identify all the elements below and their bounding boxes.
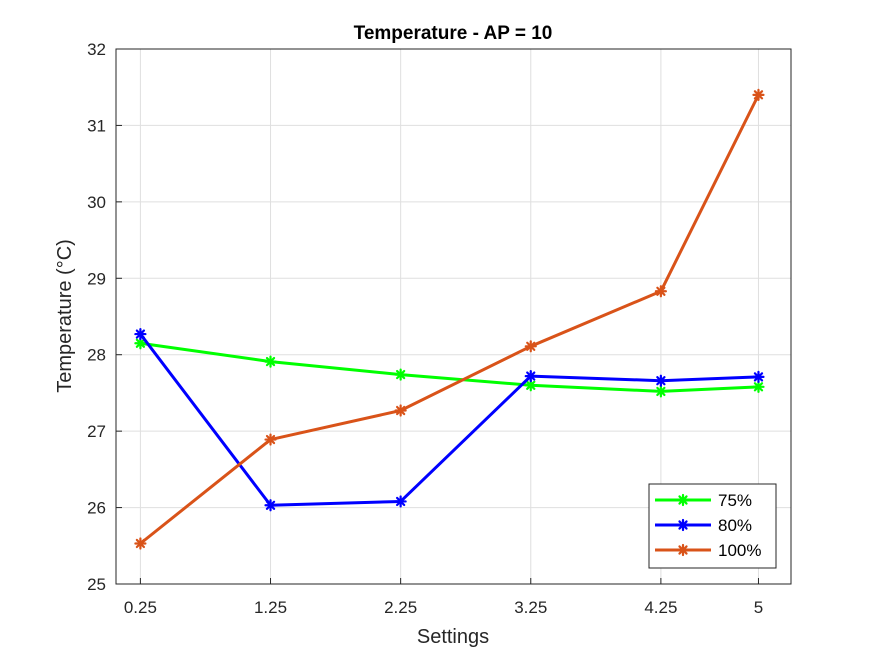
data-point	[752, 88, 765, 101]
y-tick-label: 30	[87, 193, 106, 212]
data-point	[524, 370, 537, 383]
plot-frame	[115, 48, 792, 585]
legend-marker	[676, 493, 690, 507]
data-point	[264, 355, 277, 368]
data-point	[134, 337, 147, 350]
x-tick-label: 3.25	[514, 598, 547, 617]
legend-label: 100%	[718, 541, 761, 560]
data-point	[524, 340, 537, 353]
data-point	[394, 368, 407, 381]
legend-item[interactable]: 80%	[655, 516, 752, 535]
legend[interactable]: 75% 80% 100%	[648, 483, 777, 569]
legend-label: 80%	[718, 516, 752, 535]
axis-ticks: 0.25 1.25 2.25 3.25 4.25 5 25 26 27 28 29 30 31 32	[87, 40, 763, 617]
x-axis-label: Settings	[417, 626, 489, 648]
y-tick-label: 29	[87, 269, 106, 288]
legend-item[interactable]: 100%	[655, 541, 761, 560]
legend-marker	[676, 518, 690, 532]
series-2[interactable]	[134, 327, 765, 512]
series-line	[139, 333, 759, 507]
data-point	[394, 404, 407, 417]
series-3[interactable]	[134, 88, 765, 550]
chart-title: Temperature - AP = 10	[354, 23, 553, 44]
y-tick-label: 27	[87, 422, 106, 441]
y-tick-label: 26	[87, 499, 106, 518]
x-tick-label: 4.25	[644, 598, 677, 617]
data-point	[134, 327, 147, 341]
data-point	[654, 374, 667, 387]
data-point	[752, 370, 765, 383]
data-point	[654, 385, 667, 398]
data-point	[394, 495, 407, 508]
legend-label: 75%	[718, 491, 752, 510]
y-axis-label: Temperature (°C)	[54, 239, 76, 393]
data-point	[264, 499, 277, 512]
x-tick-label: 5	[754, 598, 763, 617]
series-line	[139, 94, 760, 545]
y-tick-label: 31	[87, 116, 106, 135]
y-tick-label: 28	[87, 346, 106, 365]
data-point	[264, 433, 277, 446]
data-point	[752, 380, 765, 393]
x-tick-label: 2.25	[384, 598, 417, 617]
x-tick-label: 0.25	[124, 598, 157, 617]
data-point	[524, 379, 537, 392]
y-tick-label: 32	[87, 40, 106, 59]
data-point	[134, 537, 147, 550]
data-point	[654, 285, 667, 298]
legend-marker	[676, 543, 690, 557]
legend-item[interactable]: 75%	[655, 491, 752, 510]
y-tick-label: 25	[87, 575, 106, 594]
x-tick-label: 1.25	[254, 598, 287, 617]
series-layer	[134, 88, 765, 550]
